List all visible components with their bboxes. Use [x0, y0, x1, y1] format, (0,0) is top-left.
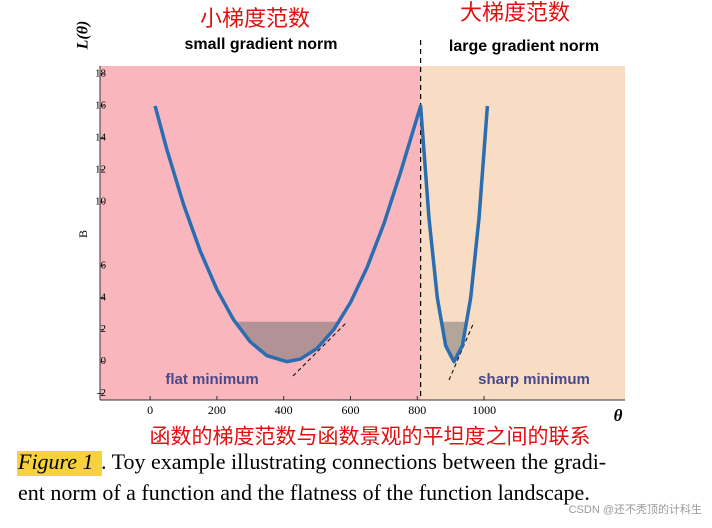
subtitle-right: large gradient norm: [449, 38, 599, 55]
x-tick-label: 1000: [472, 403, 496, 417]
curve: [153, 104, 490, 364]
y-tick-label: 2: [101, 323, 107, 335]
y-tick-label: 16: [95, 99, 107, 111]
watermark: CSDN @还不秃顶的计科生: [569, 502, 702, 516]
figure-label: Figure 1: [17, 449, 94, 474]
y-tick-label: 18: [95, 68, 107, 80]
y-tick-label: 6: [101, 259, 107, 271]
x-tick-label: 200: [208, 403, 226, 417]
x-tick-label: 800: [408, 403, 426, 417]
y-tick-label: 12: [95, 163, 106, 175]
x-tick-label: 0: [147, 403, 153, 417]
caption-red: 函数的梯度范数与函数景观的平坦度之间的联系: [150, 425, 591, 449]
y-tick-label: 10: [95, 195, 107, 207]
annotation-left: flat minimum: [165, 371, 258, 388]
y-tick-label: 14: [95, 131, 107, 143]
y-tick-label: -2: [97, 387, 106, 399]
y-tick-label: 0: [101, 355, 107, 367]
title-right: 大梯度范数: [460, 1, 570, 26]
caption-line: . Toy example illustrating connections b…: [101, 449, 606, 474]
highlight: [17, 451, 102, 476]
y-axis-label: L(θ): [75, 21, 92, 51]
caption-line: ent norm of a function and the flatness …: [18, 480, 590, 505]
title-left: 小梯度范数: [200, 7, 310, 32]
subtitle-left: small gradient norm: [185, 36, 338, 53]
x-tick-label: 400: [275, 403, 293, 417]
x-tick-label: 600: [341, 403, 359, 417]
y-tick-label: 4: [101, 291, 107, 303]
x-axis-label: θ: [614, 406, 623, 425]
annotation-right: sharp minimum: [478, 371, 590, 388]
tangent: [292, 321, 348, 377]
y-marker: B: [76, 230, 90, 238]
